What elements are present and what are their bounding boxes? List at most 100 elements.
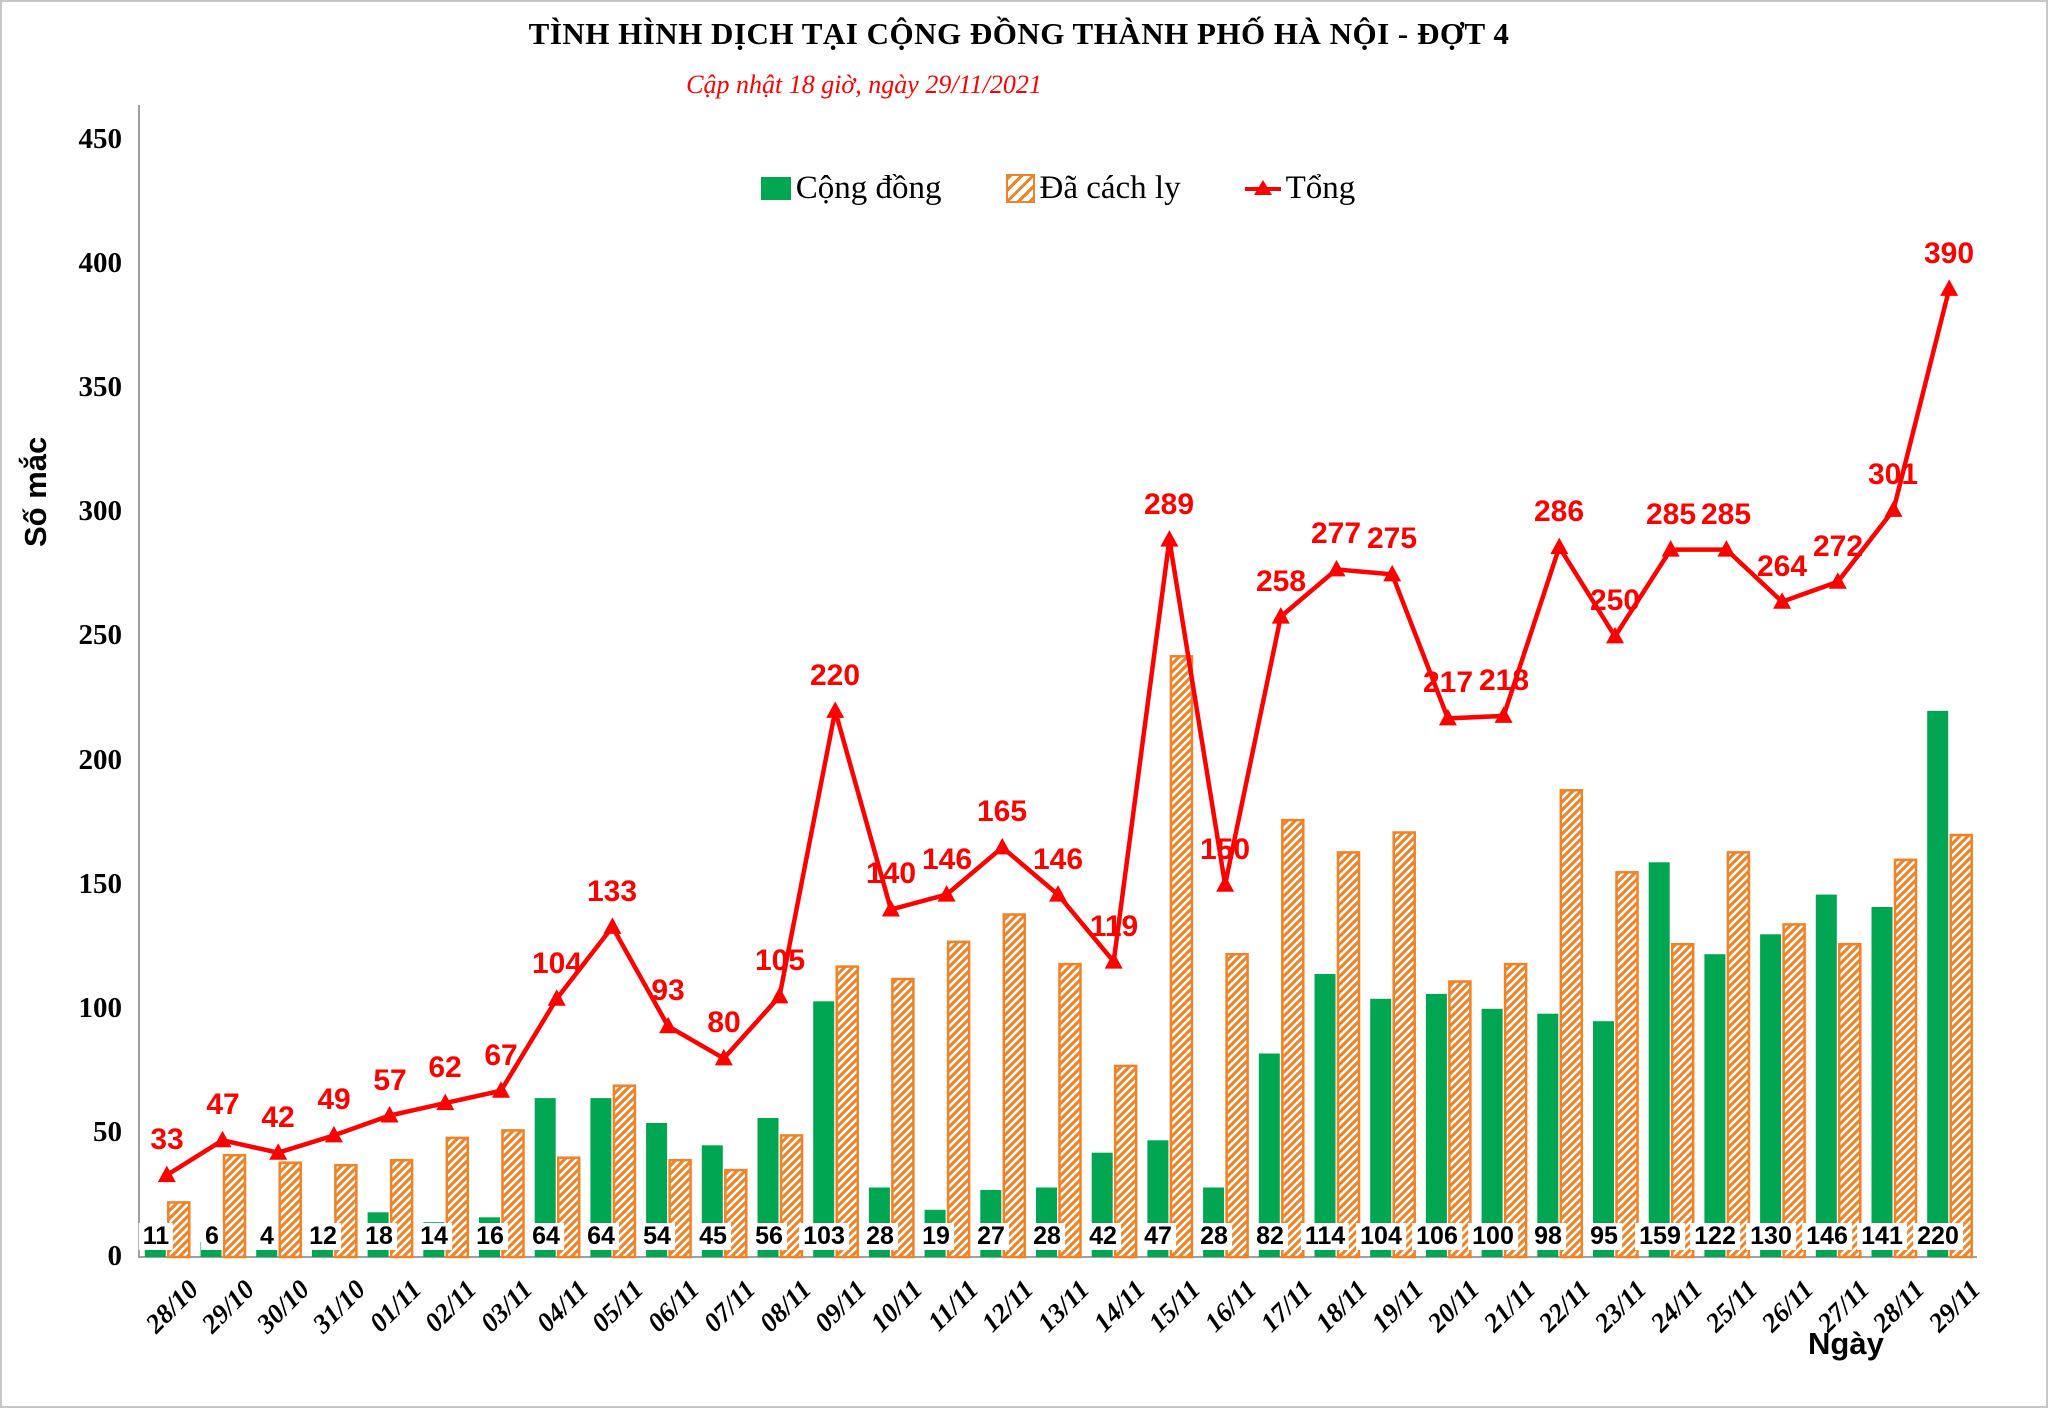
- bar-da-cach-ly: [835, 965, 859, 1259]
- line-marker-triangle: [213, 1130, 232, 1148]
- bar-da-cach-ly: [1448, 980, 1472, 1259]
- bar-da-cach-ly: [1058, 962, 1082, 1259]
- line-marker-triangle: [1327, 559, 1346, 577]
- bar-cong-dong: [590, 1098, 612, 1257]
- line-marker-triangle: [1216, 875, 1235, 892]
- bar-da-cach-ly: [167, 1201, 191, 1259]
- line-marker-triangle: [1494, 706, 1513, 723]
- line-marker-triangle: [714, 1048, 733, 1066]
- line-marker-triangle: [269, 1143, 288, 1160]
- line-marker-triangle: [770, 986, 789, 1004]
- bar-da-cach-ly: [779, 1134, 804, 1259]
- bar-cong-dong: [1648, 862, 1670, 1257]
- chart-subtitle: Cập nhật 18 giờ, ngày 29/11/2021: [686, 70, 1042, 99]
- bar-da-cach-ly: [1726, 851, 1751, 1259]
- bar-da-cach-ly: [1336, 851, 1361, 1259]
- bar-cong-dong: [1481, 1008, 1503, 1257]
- bar-da-cach-ly: [724, 1168, 748, 1259]
- bar-da-cach-ly: [389, 1158, 414, 1259]
- legend-swatch-solid-bar-icon: [760, 176, 791, 200]
- line-marker-triangle: [1160, 530, 1179, 547]
- bar-da-cach-ly: [1002, 913, 1027, 1259]
- bar-da-cach-ly: [1281, 818, 1305, 1259]
- bar-da-cach-ly: [278, 1161, 302, 1259]
- bar-cong-dong: [1425, 993, 1447, 1257]
- line-marker-triangle: [1550, 537, 1569, 555]
- bar-cong-dong: [479, 1217, 500, 1257]
- line-marker-triangle: [937, 885, 956, 902]
- line-marker-triangle: [1717, 540, 1736, 557]
- bar-cong-dong: [646, 1123, 668, 1257]
- line-marker-triangle: [993, 837, 1012, 855]
- bar-da-cach-ly: [1169, 655, 1194, 1259]
- bar-da-cach-ly: [1893, 858, 1918, 1259]
- bar-cong-dong: [1091, 1152, 1113, 1257]
- bar-da-cach-ly: [1559, 789, 1584, 1259]
- bar-cong-dong: [813, 1001, 835, 1257]
- line-marker-triangle: [492, 1081, 510, 1098]
- bar-cong-dong: [1593, 1021, 1614, 1257]
- line-marker-triangle: [1049, 885, 1067, 902]
- legend-label-da-cach-ly: Đã cách ly: [1039, 169, 1181, 206]
- bar-cong-dong: [1036, 1187, 1057, 1257]
- legend-label-tong: Tổng: [1285, 169, 1356, 206]
- bar-cong-dong: [1760, 934, 1782, 1257]
- bar-da-cach-ly: [445, 1136, 470, 1259]
- line-marker-triangle: [436, 1093, 455, 1111]
- legend-item-da-cach-ly: Đã cách ly: [1005, 169, 1181, 207]
- line-marker-triangle: [1104, 952, 1123, 969]
- bar-cong-dong: [423, 1222, 445, 1257]
- chart-title: TÌNH HÌNH DỊCH TẠI CỘNG ĐỒNG THÀNH PHỐ H…: [528, 16, 1510, 51]
- legend-item-cong-dong: Cộng đồng: [760, 169, 942, 207]
- bar-cong-dong: [256, 1247, 278, 1257]
- bar-cong-dong: [200, 1242, 222, 1257]
- bar-cong-dong: [757, 1118, 779, 1257]
- legend-label-cong-dong: Cộng đồng: [795, 169, 942, 206]
- bar-da-cach-ly: [1670, 942, 1695, 1259]
- bar-da-cach-ly: [501, 1129, 525, 1259]
- bar-da-cach-ly: [946, 940, 971, 1259]
- bar-da-cach-ly: [891, 977, 915, 1259]
- bar-cong-dong: [1258, 1053, 1280, 1257]
- x-axis-title: Ngày: [1808, 1326, 1884, 1361]
- bar-cong-dong: [1203, 1187, 1225, 1257]
- legend-item-tong: Tổng: [1244, 169, 1356, 207]
- line-marker-triangle: [881, 900, 900, 917]
- bar-da-cach-ly: [1503, 962, 1528, 1259]
- bar-cong-dong: [1147, 1140, 1169, 1257]
- bar-cong-dong: [311, 1227, 333, 1257]
- bar-cong-dong: [1871, 907, 1893, 1257]
- bar-cong-dong: [367, 1212, 389, 1257]
- line-marker-triangle: [1606, 626, 1624, 644]
- line-marker-triangle: [1828, 572, 1847, 589]
- bar-da-cach-ly: [222, 1153, 247, 1259]
- bar-cong-dong: [924, 1209, 946, 1257]
- bar-cong-dong: [980, 1190, 1002, 1257]
- bar-cong-dong: [144, 1229, 166, 1257]
- bar-cong-dong: [1927, 710, 1949, 1257]
- line-marker-triangle: [1773, 592, 1792, 609]
- bar-da-cach-ly: [1949, 833, 1973, 1259]
- line-marker-triangle: [603, 917, 622, 934]
- bar-cong-dong: [1314, 974, 1336, 1257]
- bar-cong-dong: [868, 1187, 890, 1257]
- bar-da-cach-ly: [1225, 952, 1249, 1259]
- bar-da-cach-ly: [1782, 923, 1806, 1259]
- bar-cong-dong: [1370, 998, 1392, 1257]
- line-marker-triangle: [1271, 607, 1290, 624]
- line-marker-triangle: [1940, 279, 1959, 296]
- bar-da-cach-ly: [1615, 871, 1639, 1259]
- line-marker-triangle: [324, 1125, 343, 1143]
- bar-da-cach-ly: [334, 1163, 358, 1259]
- bar-cong-dong: [1537, 1013, 1559, 1257]
- bar-cong-dong: [701, 1145, 723, 1257]
- bar-da-cach-ly: [1838, 942, 1862, 1259]
- line-marker-triangle: [1438, 708, 1457, 726]
- legend: Cộng đồng Đã cách ly Tổng: [139, 168, 1977, 208]
- bar-cong-dong: [534, 1098, 556, 1257]
- line-marker-triangle: [659, 1016, 678, 1034]
- bar-da-cach-ly: [1113, 1064, 1138, 1259]
- legend-swatch-hatched-bar-icon: [1005, 173, 1035, 203]
